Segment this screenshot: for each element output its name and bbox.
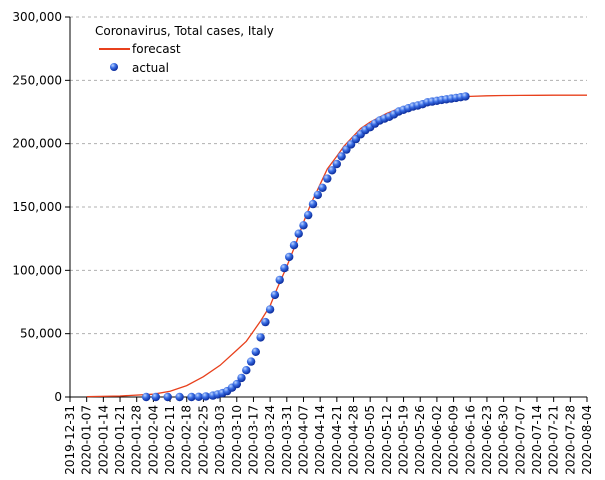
legend: Coronavirus, Total cases, Italy forecast… xyxy=(95,24,274,75)
actual-data-point xyxy=(232,379,241,389)
actual-data-point xyxy=(175,392,184,402)
x-tick-label: 2020-02-11 xyxy=(163,405,177,475)
actual-data-point xyxy=(304,210,313,220)
chart-title: Coronavirus, Total cases, Italy xyxy=(95,24,274,38)
legend-actual-label: actual xyxy=(132,61,169,75)
y-tick-label: 200,000 xyxy=(12,137,62,151)
x-tick-label: 2020-04-28 xyxy=(347,405,361,475)
actual-data-point xyxy=(327,166,337,175)
actual-data-point xyxy=(294,229,303,238)
x-axis-ticks: 2019-12-31 2020-01-07 2020-01-14 2020-01-21… xyxy=(63,397,594,475)
actual-data-point xyxy=(261,317,270,327)
x-tick-label: 2020-08-04 xyxy=(580,405,594,475)
actual-data-point xyxy=(194,392,203,401)
x-tick-label: 2020-06-23 xyxy=(480,405,494,475)
actual-data-point xyxy=(142,392,151,402)
x-tick-label: 2020-05-05 xyxy=(363,405,377,475)
actual-data-point xyxy=(289,241,299,250)
x-tick-label: 2020-04-14 xyxy=(313,405,327,475)
forecast-series xyxy=(86,94,587,398)
actual-data-point xyxy=(151,392,160,402)
x-tick-label: 2020-03-24 xyxy=(263,405,277,475)
actual-data-point xyxy=(323,174,332,183)
x-tick-label: 2020-05-19 xyxy=(397,405,411,475)
actual-data-point xyxy=(313,190,322,200)
actual-data-point xyxy=(242,366,251,375)
actual-data-point xyxy=(299,221,308,230)
x-tick-label: 2020-07-21 xyxy=(547,405,561,475)
actual-data-point xyxy=(265,305,275,314)
x-tick-label: 2020-07-14 xyxy=(530,405,544,475)
actual-data-point xyxy=(237,373,246,383)
actual-data-point xyxy=(285,252,294,262)
forecast-line xyxy=(86,94,587,398)
x-tick-label: 2020-01-14 xyxy=(96,405,110,475)
legend-forecast-label: forecast xyxy=(132,42,181,56)
actual-data-point xyxy=(308,199,318,209)
x-tick-label: 2020-06-30 xyxy=(497,405,511,475)
actual-data-point xyxy=(251,347,260,356)
actual-data-point xyxy=(461,92,470,101)
x-tick-label: 2020-03-10 xyxy=(230,405,244,475)
y-tick-label: 150,000 xyxy=(12,200,62,214)
actual-data-point xyxy=(280,263,289,273)
x-tick-label: 2020-05-12 xyxy=(380,405,394,475)
actual-data-point xyxy=(163,392,172,402)
x-tick-label: 2020-06-16 xyxy=(463,405,477,475)
x-tick-label: 2020-04-07 xyxy=(296,405,310,475)
x-tick-label: 2020-05-26 xyxy=(413,405,427,475)
x-tick-label: 2020-06-02 xyxy=(430,405,444,475)
x-tick-label: 2020-01-07 xyxy=(80,405,94,475)
actual-data-point xyxy=(318,183,327,192)
x-tick-label: 2020-01-28 xyxy=(130,405,144,475)
actual-data-point xyxy=(270,290,280,300)
actual-data-point xyxy=(337,152,346,161)
x-tick-label: 2020-03-03 xyxy=(213,405,227,475)
actual-data-point xyxy=(332,159,341,169)
x-tick-label: 2020-01-21 xyxy=(113,405,127,475)
x-tick-label: 2020-02-25 xyxy=(196,405,210,475)
x-tick-label: 2020-03-17 xyxy=(246,405,260,475)
actual-data-point xyxy=(275,275,284,285)
y-tick-label: 300,000 xyxy=(12,10,62,24)
y-tick-label: 0 xyxy=(54,390,62,404)
y-tick-label: 250,000 xyxy=(12,73,62,87)
x-tick-label: 2020-07-28 xyxy=(563,405,577,475)
actual-data-point xyxy=(201,392,210,401)
x-tick-label: 2020-07-07 xyxy=(513,405,527,475)
x-tick-label: 2020-03-31 xyxy=(280,405,294,475)
legend-actual-marker xyxy=(110,63,118,71)
y-tick-label: 100,000 xyxy=(12,263,62,277)
x-tick-label: 2020-02-04 xyxy=(146,405,160,475)
gridlines xyxy=(70,16,587,335)
x-tick-label: 2020-06-09 xyxy=(447,405,461,475)
x-tick-label: 2020-02-18 xyxy=(180,405,194,475)
actual-data-point xyxy=(256,333,265,342)
x-tick-label: 2020-04-21 xyxy=(330,405,344,475)
y-axis-ticks: 0 50,000 100,000 150,000 200,000 250,000 300,0… xyxy=(12,10,70,404)
actual-data-point xyxy=(187,392,196,402)
actual-data-point xyxy=(246,357,256,366)
y-tick-label: 50,000 xyxy=(20,327,62,341)
x-tick-label: 2019-12-31 xyxy=(63,405,77,475)
actual-series xyxy=(142,92,470,402)
